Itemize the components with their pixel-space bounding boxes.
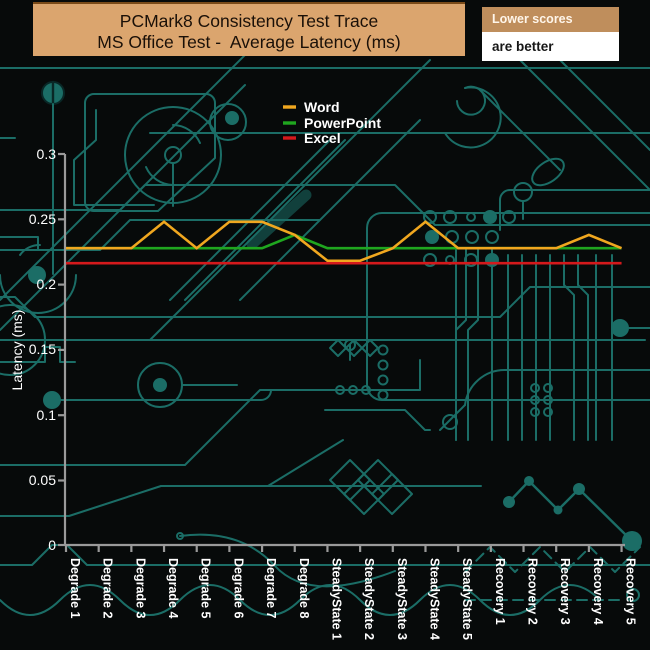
svg-text:SteadyState 5: SteadyState 5 xyxy=(460,558,474,640)
svg-text:Degrade 2: Degrade 2 xyxy=(101,558,115,618)
svg-text:Recovery 1: Recovery 1 xyxy=(493,558,507,625)
svg-text:0.3: 0.3 xyxy=(37,146,57,162)
svg-text:Degrade 6: Degrade 6 xyxy=(231,558,245,618)
svg-text:0.1: 0.1 xyxy=(37,407,57,423)
svg-text:0: 0 xyxy=(48,537,56,553)
svg-text:Degrade 5: Degrade 5 xyxy=(199,558,213,618)
svg-text:0.05: 0.05 xyxy=(29,472,56,488)
svg-text:Degrade 7: Degrade 7 xyxy=(264,558,278,618)
svg-text:Degrade 1: Degrade 1 xyxy=(68,558,82,618)
svg-text:Recovery 5: Recovery 5 xyxy=(624,558,638,625)
svg-text:Excel: Excel xyxy=(304,130,341,146)
svg-text:SteadyState 2: SteadyState 2 xyxy=(362,558,376,640)
svg-text:0.25: 0.25 xyxy=(29,211,56,227)
svg-text:SteadyState 1: SteadyState 1 xyxy=(329,558,343,640)
svg-text:0.2: 0.2 xyxy=(37,276,57,292)
svg-text:Degrade 8: Degrade 8 xyxy=(297,558,311,618)
svg-text:Latency (ms): Latency (ms) xyxy=(9,310,25,391)
svg-text:Recovery 4: Recovery 4 xyxy=(591,558,605,625)
svg-text:SteadyState 3: SteadyState 3 xyxy=(395,558,409,640)
svg-text:0.15: 0.15 xyxy=(29,341,56,357)
svg-text:Recovery 2: Recovery 2 xyxy=(526,558,540,625)
svg-text:SteadyState 4: SteadyState 4 xyxy=(427,558,441,640)
svg-text:Word: Word xyxy=(304,99,340,115)
svg-text:Recovery 3: Recovery 3 xyxy=(558,558,572,625)
svg-text:Degrade 4: Degrade 4 xyxy=(166,558,180,618)
svg-text:PowerPoint: PowerPoint xyxy=(304,115,381,131)
svg-text:Degrade 3: Degrade 3 xyxy=(133,558,147,618)
